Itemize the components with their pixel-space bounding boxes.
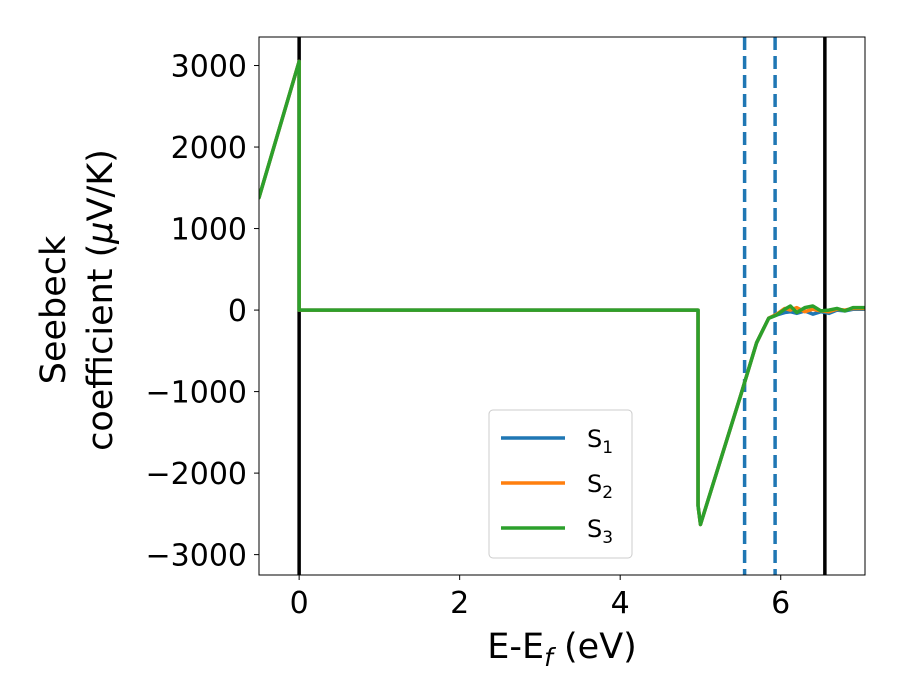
y-tick-label: −1000 [146,376,247,411]
x-tick-label: 2 [450,586,469,621]
x-tick-label: 0 [290,586,309,621]
x-axis-label: E-Ef (eV) [487,627,637,672]
x-tick-label: 4 [611,586,630,621]
y-tick-label: −2000 [146,457,247,492]
y-tick-label: −3000 [146,539,247,574]
y-tick-label: 2000 [171,131,247,166]
series-line-s3 [259,59,865,527]
legend-label-s1: S1 [587,425,613,458]
x-tick-label: 6 [771,586,790,621]
y-tick-label: 3000 [171,50,247,85]
plot-frame [258,36,866,576]
y-tick-label: 1000 [171,213,247,248]
y-axis-label-line2: coefficient (μV/K) [81,149,121,451]
y-axis-label-line1: Seebeck [34,235,74,384]
y-tick-label: 0 [228,294,247,329]
